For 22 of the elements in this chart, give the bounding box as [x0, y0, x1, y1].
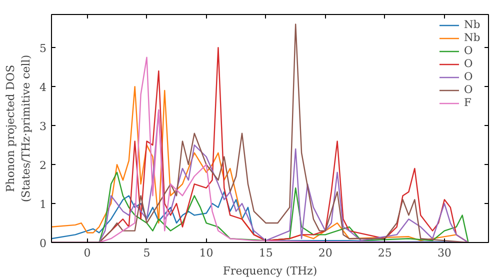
x-tick-label: 5 [143, 246, 150, 260]
x-tick-label: 10 [199, 246, 214, 260]
x-tick-label: 25 [378, 246, 392, 260]
x-tick-label: 15 [258, 246, 273, 260]
y-tick-label: 2 [40, 159, 46, 172]
y-tick-label: 5 [40, 42, 46, 56]
y-tick-label: 0 [40, 237, 46, 250]
legend-label: O [464, 70, 474, 83]
y-tick-label: 1 [40, 198, 46, 212]
legend-label: O [464, 44, 474, 57]
legend-label: Nb [464, 31, 482, 44]
y-tick-label: 3 [40, 120, 46, 134]
legend-label: O [464, 57, 474, 70]
legend-label: Nb [464, 18, 482, 31]
legend-label: O [464, 83, 474, 96]
y-axis-title: Phonon projected DOS (States/THz·primitive cell) [4, 54, 32, 202]
x-tick-label: 0 [84, 246, 91, 260]
x-axis-title: Frequency (THz) [222, 264, 318, 278]
x-tick-label: 20 [318, 246, 332, 260]
x-tick-label: 30 [437, 246, 452, 260]
legend-label: F [464, 96, 472, 109]
y-tick-label: 4 [40, 81, 46, 94]
